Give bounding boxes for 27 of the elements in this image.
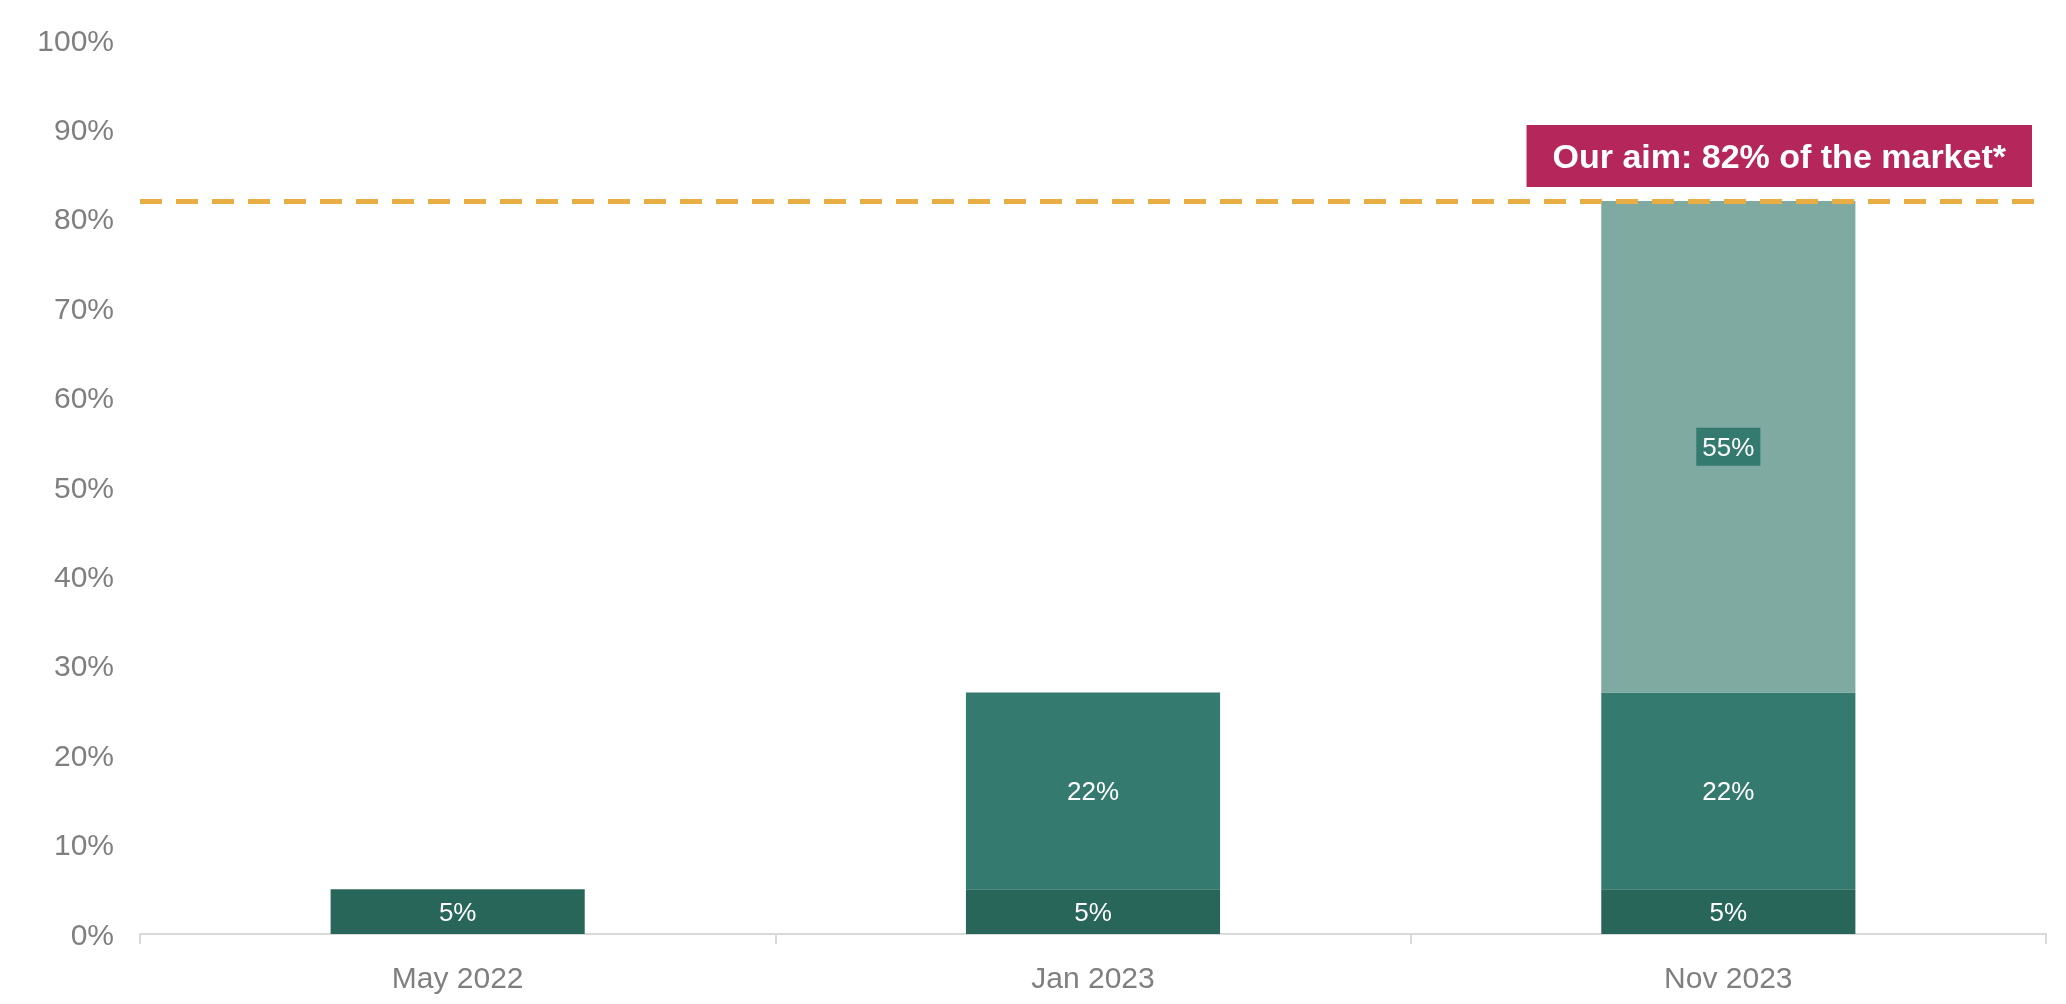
y-tick-label: 70% xyxy=(53,291,114,325)
y-tick-label: 100% xyxy=(37,23,114,57)
bar xyxy=(1601,200,1856,693)
y-tick-label: 90% xyxy=(53,112,114,146)
data-label: 5% xyxy=(1709,896,1748,927)
bar xyxy=(1601,692,1856,890)
data-label: 55% xyxy=(1702,431,1755,462)
y-tick-label: 10% xyxy=(53,828,114,862)
bar xyxy=(330,889,585,934)
data-label: 22% xyxy=(1702,775,1755,806)
y-tick-label: 80% xyxy=(53,202,114,236)
data-label: 5% xyxy=(438,896,477,927)
x-tick-label: Jan 2023 xyxy=(1031,960,1155,994)
y-tick-label: 40% xyxy=(53,559,114,593)
y-tick-label: 60% xyxy=(53,381,114,415)
x-tick-label: Nov 2023 xyxy=(1664,960,1793,994)
x-tick-label: May 2022 xyxy=(391,960,524,994)
y-tick-label: 30% xyxy=(53,649,114,683)
data-label: 5% xyxy=(1074,896,1112,927)
ref-line-label: Our aim: 82% of the market* xyxy=(1552,136,2007,175)
y-tick-label: 50% xyxy=(53,470,114,504)
data-label: 22% xyxy=(1066,775,1120,806)
bar xyxy=(1601,889,1856,934)
bar xyxy=(965,692,1221,890)
bar xyxy=(965,889,1221,934)
y-tick-label: 20% xyxy=(53,738,114,772)
y-tick-label: 0% xyxy=(70,917,114,951)
